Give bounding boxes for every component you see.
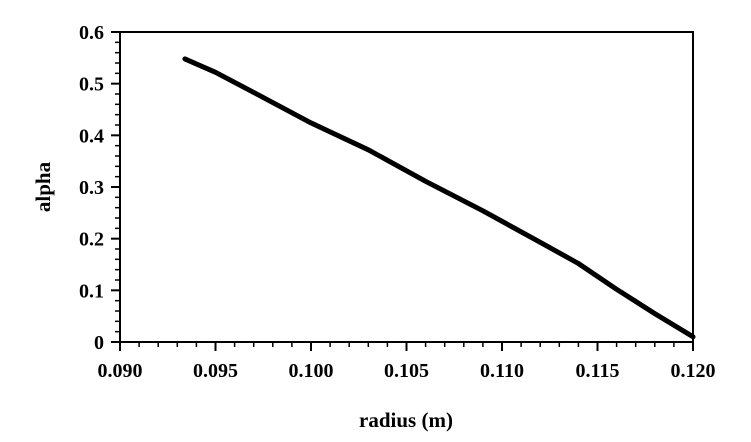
y-axis-ticks: [111, 31, 120, 343]
x-tick-label: 0.100: [289, 360, 334, 382]
x-tick-label: 0.105: [384, 360, 429, 382]
y-tick-label: 0.2: [79, 229, 104, 251]
y-tick-label: 0.4: [79, 125, 104, 147]
x-tick-label: 0.110: [480, 360, 524, 382]
x-axis-ticks: [119, 342, 694, 351]
y-axis-tick-labels: 0 0.1 0.2 0.3 0.4 0.5 0.6: [79, 22, 104, 354]
x-tick-label: 0.115: [576, 360, 620, 382]
x-axis-tick-labels: 0.090 0.095 0.100 0.105 0.110 0.115 0.120: [98, 360, 716, 382]
x-tick-label: 0.095: [193, 360, 238, 382]
x-tick-label: 0.090: [98, 360, 143, 382]
y-tick-label: 0.6: [79, 22, 104, 44]
x-tick-label: 0.120: [671, 360, 716, 382]
x-axis-title: radius (m): [359, 408, 453, 432]
y-tick-label: 0.5: [79, 74, 104, 96]
plot-frame: [119, 31, 694, 343]
y-tick-label: 0.3: [79, 177, 104, 199]
y-tick-label: 0: [94, 332, 104, 354]
series-line: [182, 56, 696, 340]
y-tick-label: 0.1: [79, 280, 104, 302]
y-axis-title: alpha: [31, 161, 55, 212]
